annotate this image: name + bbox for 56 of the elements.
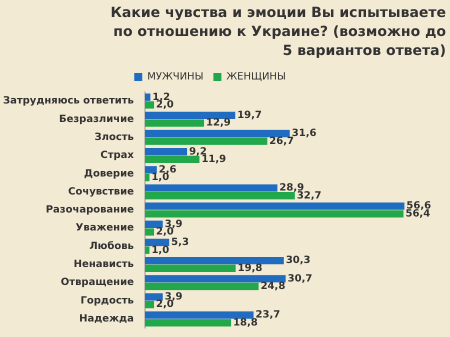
bar	[144, 156, 200, 164]
bar	[144, 311, 254, 319]
data-label: 24,8	[260, 281, 286, 292]
data-label: 18,8	[233, 317, 258, 328]
bar	[144, 319, 232, 326]
data-label: 12,9	[206, 118, 231, 129]
y-tick-label: Безразличие	[58, 114, 134, 125]
y-tick-label: Надежда	[79, 314, 134, 325]
y-tick-label: Гордость	[80, 295, 134, 306]
bar	[144, 293, 163, 301]
bar	[144, 202, 404, 210]
y-tick-label: Страх	[100, 150, 134, 162]
y-tick-label: Разочарование	[46, 204, 134, 216]
bar	[144, 256, 284, 264]
bar	[144, 300, 154, 308]
data-label: 30,7	[288, 273, 312, 284]
data-label: 1,0	[151, 244, 170, 256]
y-tick-label: Уважение	[76, 222, 134, 234]
y-tick-label: Злость	[94, 132, 134, 143]
bar	[144, 210, 404, 218]
y-tick-label: Любовь	[89, 240, 134, 252]
bar	[144, 238, 170, 246]
bar	[144, 275, 286, 282]
data-label: 23,7	[256, 310, 280, 321]
data-label: 19,7	[237, 110, 262, 121]
bar	[144, 184, 278, 192]
bar	[144, 264, 236, 272]
chart-title: Какие чувства и эмоции Вы испытываете по отношению к Украине? (возможно до 5 вариантов ответа)	[110, 4, 446, 61]
bar	[144, 220, 163, 228]
data-label: 1,0	[151, 172, 170, 184]
bar	[144, 101, 154, 109]
legend-label: МУЖЧИНЫ	[147, 72, 204, 83]
y-tick-label: Ненависть	[74, 259, 134, 270]
bar	[144, 192, 295, 200]
bar	[144, 246, 150, 254]
y-tick-label: Доверие	[84, 168, 134, 180]
data-label: 19,8	[238, 262, 262, 274]
bar	[144, 138, 268, 145]
bar	[144, 119, 204, 127]
data-label: 5,3	[171, 237, 189, 248]
y-tick-label: Отвращение	[60, 277, 134, 288]
bar	[144, 174, 150, 182]
bar	[144, 130, 290, 138]
bar	[144, 148, 188, 156]
bar	[144, 228, 154, 236]
bar	[144, 112, 236, 120]
bar	[144, 166, 157, 174]
y-tick-label: Сочувствие	[68, 186, 134, 198]
bar	[144, 94, 150, 101]
y-tick-label: Затрудняюсь ответить	[2, 96, 134, 107]
data-label: 32,7	[296, 190, 322, 202]
data-label: 26,7	[269, 136, 294, 147]
data-label: 30,3	[286, 255, 311, 266]
data-label: 2,0	[156, 299, 174, 310]
legend-label: ЖЕНЩИНЫ	[226, 72, 286, 83]
bar	[144, 282, 259, 290]
